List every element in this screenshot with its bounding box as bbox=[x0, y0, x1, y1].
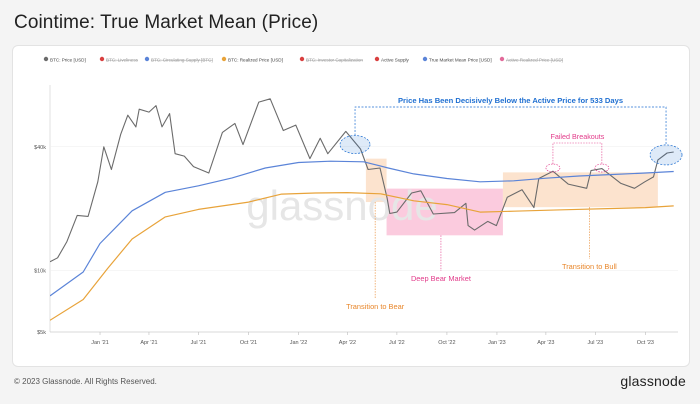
x-tick-label: Jul '22 bbox=[389, 340, 405, 346]
x-tick-label: Apr '21 bbox=[140, 340, 157, 346]
legend-item: BTC: Investor Capitalization bbox=[306, 58, 363, 63]
annotation-533-days: Price Has Been Decisively Below the Acti… bbox=[398, 96, 623, 105]
legend-swatch bbox=[43, 56, 49, 62]
legend-item: Active Realized Price [USD] bbox=[506, 58, 563, 63]
x-tick-label: Jan '22 bbox=[290, 340, 308, 346]
annotations: Price Has Been Decisively Below the Acti… bbox=[339, 96, 683, 311]
x-tick-label: Oct '23 bbox=[637, 340, 654, 346]
legend-swatch bbox=[299, 56, 305, 62]
x-tick-label: Oct '22 bbox=[438, 340, 455, 346]
x-tick-label: Jul '21 bbox=[191, 340, 207, 346]
price-cross-ellipse bbox=[649, 144, 683, 166]
breakout-marker bbox=[594, 163, 610, 173]
axes: $5k $10k $40k Jan '21 Apr '21 Jul '21 Oct '21 J… bbox=[34, 145, 678, 346]
legend-item: BTC: Price [USD] bbox=[50, 58, 86, 63]
legend-item: BTC: Liveliness bbox=[106, 58, 139, 63]
breakout-bracket bbox=[552, 142, 603, 165]
x-tick-label: Apr '22 bbox=[339, 340, 356, 346]
price-cross-ellipse bbox=[339, 135, 371, 154]
legend-item: BTC: Circulating Supply [BTC] bbox=[151, 58, 213, 63]
legend-item: Active Supply bbox=[381, 58, 410, 63]
legend-swatch bbox=[499, 56, 505, 62]
legend-swatch bbox=[374, 56, 380, 62]
realized-price-line bbox=[50, 192, 674, 321]
legend-swatch bbox=[144, 56, 150, 62]
duration-bracket bbox=[354, 106, 667, 145]
price-line bbox=[50, 98, 674, 263]
x-tick-label: Jan '23 bbox=[488, 340, 506, 346]
transition-to-bull-band bbox=[502, 172, 658, 208]
x-tick-label: Jan '21 bbox=[91, 340, 109, 346]
legend-swatch bbox=[221, 56, 227, 62]
annotation-transition-bull: Transition to Bull bbox=[562, 262, 617, 271]
legend-item: BTC: Realized Price [USD] bbox=[228, 58, 283, 63]
x-tick-label: Oct '21 bbox=[240, 340, 257, 346]
breakout-marker bbox=[545, 163, 561, 173]
x-tick-label: Apr '23 bbox=[537, 340, 554, 346]
legend-swatch bbox=[422, 56, 428, 62]
page-title: Cointime: True Market Mean (Price) bbox=[14, 12, 319, 33]
legend-item: True Market Mean Price [USD] bbox=[429, 58, 492, 63]
annotation-transition-bear: Transition to Bear bbox=[346, 302, 405, 311]
y-tick-label: $40k bbox=[34, 145, 46, 151]
watermark: glassnode bbox=[246, 182, 437, 229]
chart: BTC: Price [USD] BTC: Liveliness BTC: Circ… bbox=[34, 56, 683, 346]
x-tick-label: Jul '23 bbox=[587, 340, 603, 346]
copyright-text: © 2023 Glassnode. All Rights Reserved. bbox=[14, 377, 157, 386]
legend-swatch bbox=[99, 56, 105, 62]
annotation-failed-breakouts: Failed Breakouts bbox=[550, 132, 604, 141]
y-tick-label: $10k bbox=[34, 268, 46, 274]
series-lines bbox=[50, 98, 674, 321]
glassnode-logo: glassnode bbox=[620, 373, 686, 389]
y-tick-label: $5k bbox=[37, 330, 46, 336]
legend: BTC: Price [USD] BTC: Liveliness BTC: Circ… bbox=[43, 56, 563, 63]
true-market-mean-line bbox=[50, 160, 674, 297]
annotation-deep-bear: Deep Bear Market bbox=[411, 274, 471, 283]
